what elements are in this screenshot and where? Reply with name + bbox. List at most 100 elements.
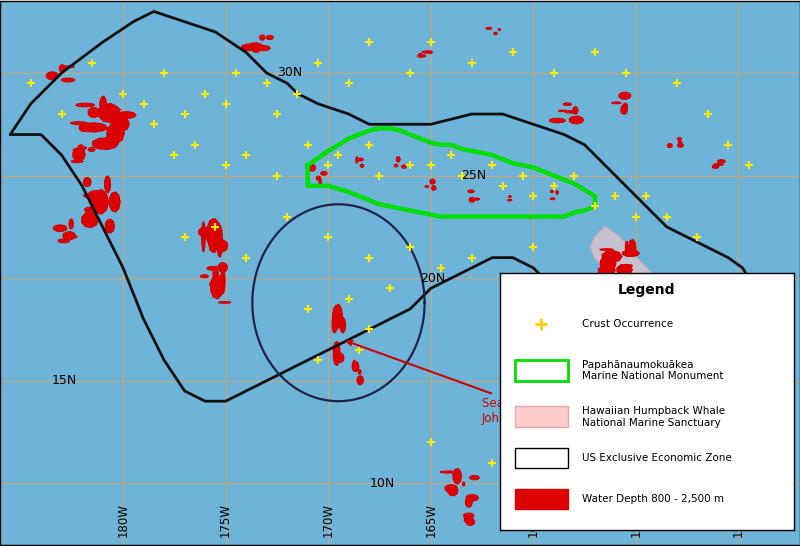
Text: 15N: 15N xyxy=(51,374,77,387)
Polygon shape xyxy=(594,492,602,496)
Polygon shape xyxy=(199,228,210,236)
Polygon shape xyxy=(419,54,422,57)
Polygon shape xyxy=(358,370,361,374)
Polygon shape xyxy=(550,198,554,200)
Text: Crust Occurrence: Crust Occurrence xyxy=(582,319,674,329)
Polygon shape xyxy=(93,138,118,150)
Polygon shape xyxy=(356,157,358,163)
Polygon shape xyxy=(59,65,65,72)
Polygon shape xyxy=(605,291,610,296)
Polygon shape xyxy=(622,106,625,111)
Polygon shape xyxy=(509,196,511,198)
Polygon shape xyxy=(430,179,435,184)
Polygon shape xyxy=(80,125,88,132)
Text: Legend: Legend xyxy=(618,283,675,297)
Polygon shape xyxy=(74,149,82,152)
Polygon shape xyxy=(58,239,70,243)
Polygon shape xyxy=(602,251,622,262)
Polygon shape xyxy=(316,176,321,180)
Polygon shape xyxy=(601,256,616,271)
Polygon shape xyxy=(428,51,432,54)
Polygon shape xyxy=(573,107,578,114)
Polygon shape xyxy=(448,486,458,496)
Polygon shape xyxy=(530,509,536,521)
Text: 180W: 180W xyxy=(117,503,130,537)
Polygon shape xyxy=(89,194,103,203)
Polygon shape xyxy=(93,190,108,214)
Text: Water Depth 800 - 2,500 m: Water Depth 800 - 2,500 m xyxy=(582,494,724,504)
Text: Seamount Profile in
Johnston Island EEZ: Seamount Profile in Johnston Island EEZ xyxy=(347,341,598,425)
Polygon shape xyxy=(678,141,682,144)
Polygon shape xyxy=(211,240,217,252)
Polygon shape xyxy=(242,44,262,51)
Polygon shape xyxy=(590,498,593,507)
Polygon shape xyxy=(71,122,87,124)
Polygon shape xyxy=(209,219,216,252)
Polygon shape xyxy=(612,102,621,104)
Polygon shape xyxy=(207,267,218,270)
Polygon shape xyxy=(62,78,74,82)
Polygon shape xyxy=(89,147,95,151)
Polygon shape xyxy=(422,51,432,53)
Polygon shape xyxy=(332,316,337,333)
Polygon shape xyxy=(210,283,224,286)
Polygon shape xyxy=(221,269,225,294)
Polygon shape xyxy=(494,32,497,34)
Bar xyxy=(514,360,567,381)
Polygon shape xyxy=(85,207,95,212)
Polygon shape xyxy=(117,112,136,118)
Polygon shape xyxy=(446,485,458,492)
Polygon shape xyxy=(78,145,84,155)
Polygon shape xyxy=(465,517,473,523)
Polygon shape xyxy=(54,225,67,232)
Polygon shape xyxy=(462,482,465,486)
Text: Hawaiian Humpback Whale
National Marine Sanctuary: Hawaiian Humpback Whale National Marine … xyxy=(582,406,726,428)
Polygon shape xyxy=(111,116,130,132)
Polygon shape xyxy=(718,160,725,163)
Bar xyxy=(514,489,567,509)
Polygon shape xyxy=(619,92,630,99)
Polygon shape xyxy=(339,322,344,325)
Polygon shape xyxy=(72,160,83,163)
Polygon shape xyxy=(715,164,723,165)
Bar xyxy=(514,448,567,468)
Polygon shape xyxy=(600,249,613,250)
Polygon shape xyxy=(218,240,228,251)
Text: 20N: 20N xyxy=(421,271,446,284)
Bar xyxy=(514,406,567,427)
Polygon shape xyxy=(100,96,106,115)
Polygon shape xyxy=(534,494,543,503)
Polygon shape xyxy=(468,515,473,517)
Polygon shape xyxy=(336,353,344,363)
Polygon shape xyxy=(213,266,218,278)
Polygon shape xyxy=(218,225,222,257)
Polygon shape xyxy=(626,265,629,285)
Polygon shape xyxy=(464,513,474,518)
Polygon shape xyxy=(84,177,91,186)
Polygon shape xyxy=(64,235,78,238)
Polygon shape xyxy=(667,144,672,147)
Polygon shape xyxy=(77,103,94,106)
Polygon shape xyxy=(70,219,74,229)
Polygon shape xyxy=(64,66,74,67)
Polygon shape xyxy=(360,164,364,167)
Polygon shape xyxy=(521,499,531,501)
Polygon shape xyxy=(352,361,358,371)
Polygon shape xyxy=(247,43,263,50)
Text: 160W: 160W xyxy=(527,502,540,537)
Polygon shape xyxy=(623,103,627,110)
Polygon shape xyxy=(550,118,565,123)
Text: 165W: 165W xyxy=(424,502,438,537)
Polygon shape xyxy=(466,519,474,525)
Polygon shape xyxy=(631,278,637,289)
Polygon shape xyxy=(100,106,120,113)
Polygon shape xyxy=(535,491,548,492)
Polygon shape xyxy=(309,164,315,171)
Polygon shape xyxy=(334,341,340,365)
Polygon shape xyxy=(713,165,718,168)
Polygon shape xyxy=(550,191,553,192)
Text: US Exclusive Economic Zone: US Exclusive Economic Zone xyxy=(582,453,732,463)
Polygon shape xyxy=(321,171,327,175)
Polygon shape xyxy=(73,149,85,161)
Polygon shape xyxy=(202,222,205,252)
